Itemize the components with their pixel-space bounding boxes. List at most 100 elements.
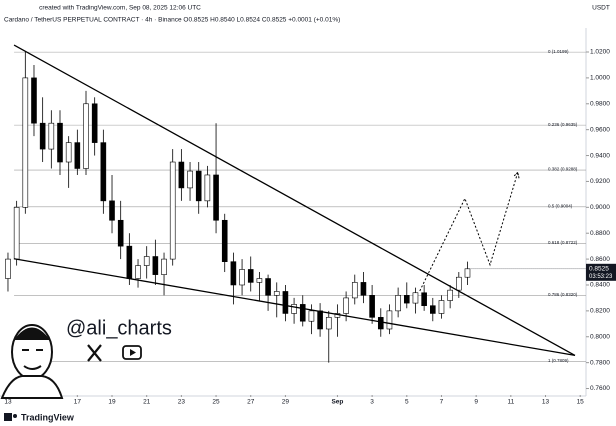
y-tick-label: 0.8800 [590,230,610,237]
candle-body [464,268,471,278]
candle-body [412,292,419,304]
candle-body [161,258,167,275]
candle-body [169,161,176,260]
y-tick-label: 1.0200 [590,49,610,56]
candle-body [325,317,332,330]
y-tick-label: 0.8600 [590,256,610,263]
y-tick-label: 0.7600 [590,385,610,392]
candle-body [447,289,453,301]
fib-label: 0.618 (0.8722) [548,240,578,245]
y-tick-label: 0.9000 [590,204,610,211]
candle-body [13,207,20,260]
plot: 0.7600 0.7800 0.8000 0.8200 0.8400 0.8600 0.88… [4,44,616,406]
y-tick-label: 0.8200 [590,308,610,315]
candle-body [48,122,55,150]
candle-body [117,219,124,247]
candle-body [360,282,367,296]
y-tick-label: 0.9200 [590,178,610,185]
watermark: created with TradingView.com, Sep 08, 20… [39,5,201,12]
y-tick-label: 0.9400 [590,152,610,159]
avatar [0,324,64,399]
fib-label: 0 (1.0199) [548,49,569,54]
author: @ali_charts [66,317,172,339]
candle-body [369,295,375,318]
y-tick-label: 0.9800 [590,100,610,107]
candle-body [403,295,410,304]
y-tick-label: 0.9600 [590,126,610,133]
x-tick-label: 27 [247,399,255,406]
x-icon [87,344,102,362]
candle-body [143,256,150,266]
y-tick-label: 0.7800 [590,359,610,366]
candle-body [31,77,37,124]
candle-body [126,245,133,279]
candle-body [74,142,81,169]
candle-body [195,170,202,202]
candle-body [395,295,401,312]
x-tick-label: 11 [507,399,514,406]
y-tick-label: 0.8000 [590,333,610,340]
candle-body [247,269,254,283]
fib-label: 0.786 (0.8320) [548,292,578,297]
x-tick-label: 23 [178,399,186,406]
candle-body [204,174,211,202]
candle-body [230,261,237,286]
candle-body [22,77,29,208]
candle-body [187,170,193,189]
candle-body [308,310,315,322]
candle-body [39,122,46,150]
candle-body [57,122,63,163]
candle-body [430,305,436,314]
candle-body [83,103,89,169]
candle-body [299,304,306,322]
trendline [13,258,576,357]
projection-path [419,172,519,292]
candle-body [386,310,393,330]
x-tick-label: 5 [405,399,409,406]
youtube-icon [122,345,142,360]
candle-body [100,142,107,202]
fib-label: 0.236 (0.9635) [548,122,578,127]
x-tick-label: 25 [212,399,220,406]
candle-body [152,256,159,275]
candle-body [273,291,280,296]
brand: TradingView [21,412,75,422]
candle-body [438,300,445,314]
candle-body [178,161,185,189]
trendline [13,44,576,356]
x-tick-label: 15 [577,399,585,406]
countdown: 03:53:23 [589,274,613,280]
last-price-label: 0.8525 [589,266,609,273]
brand-logo [4,413,17,421]
fib-label: 0.5 (0.9004) [548,203,573,208]
candle-body [213,174,219,221]
x-tick-label: Sep [331,399,343,406]
x-tick-label: 19 [108,399,116,406]
candle-body [239,269,245,286]
x-tick-label: 17 [74,399,82,406]
currency: USDT [592,5,610,12]
candle-body [291,304,297,314]
x-tick-label: 3 [370,399,374,406]
fib-label: 0.382 (0.9288) [548,167,578,172]
candle-body [91,103,98,143]
fib-label: 1 (0.7809) [548,358,569,363]
candle-body [282,291,289,314]
last-price-box [586,263,616,281]
candle-body [65,142,72,163]
x-tick-label: 21 [143,399,151,406]
x-tick-label: 7 [440,399,444,406]
candle-body [317,310,323,330]
candle-body [265,278,271,296]
x-tick-label: 13 [4,399,12,406]
chart-title: Cardano / TetherUS PERPETUAL CONTRACT · … [4,17,340,24]
x-tick-label: 9 [474,399,478,406]
candle-body [343,297,349,314]
candle-body [351,282,358,299]
candle-body [135,265,141,279]
candle-body [109,200,115,221]
candle-body [256,278,263,283]
candle-body [221,219,228,262]
